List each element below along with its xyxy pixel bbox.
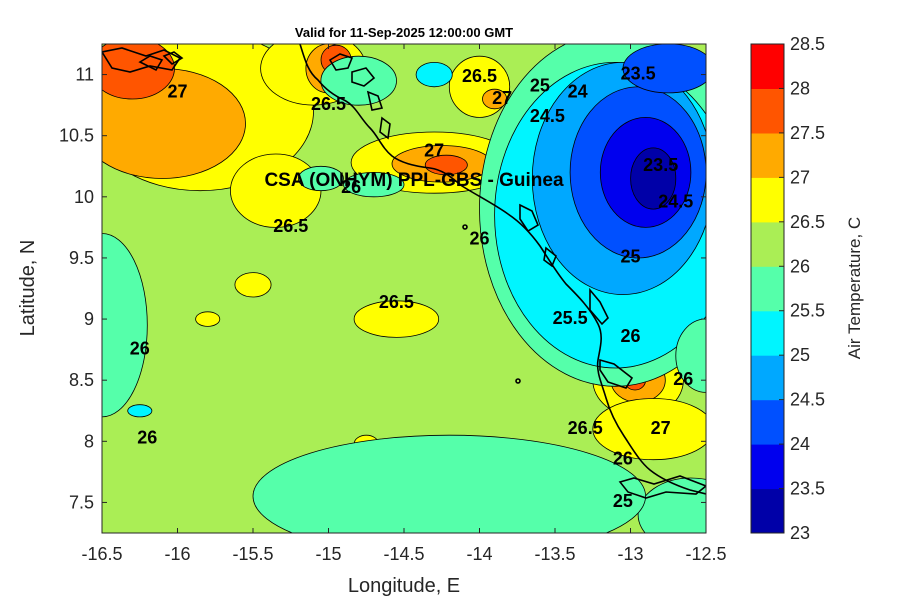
x-tick-label-8: -12.5 [685, 544, 726, 564]
colorbar-swatch-1 [751, 444, 784, 490]
contour-label-1: 26.5 [311, 94, 346, 114]
contour-region-36 [252, 434, 646, 533]
coastline [102, 44, 706, 499]
contour-label-19: 26 [613, 448, 633, 468]
y-axis-label: Latitude, N [17, 240, 39, 337]
y-tick-label-3: 9 [84, 309, 94, 329]
contour-label-11: 23.5 [643, 155, 678, 175]
x-tick-label-2: -15.5 [232, 544, 273, 564]
contour-label-21: 26.5 [379, 292, 414, 312]
contour-label-15: 26 [620, 326, 640, 346]
contour-region-20 [592, 398, 706, 461]
contour-region-14 [195, 311, 221, 327]
contour-label-0: 27 [167, 82, 187, 102]
y-axis-ticks: 7.5 8 8.5 9 9.5 10 10.5 11 [59, 65, 706, 512]
x-axis-ticks: -16.5 -16 -15.5 -15 -14.5 -14 -13.5 -13 -12.5 [81, 44, 727, 564]
colorbar-swatch-7 [751, 177, 784, 223]
contour-region-29 [637, 477, 706, 533]
contour-label-17: 27 [651, 418, 671, 438]
colorbar-tick-label-3: 24.5 [790, 390, 825, 410]
x-tick-label-7: -13 [617, 544, 643, 564]
colorbar-swatch-0 [751, 488, 784, 534]
contour-region-30 [320, 55, 397, 106]
y-tick-label-0: 7.5 [69, 492, 94, 512]
contour-label-6: 26 [469, 228, 489, 248]
colorbar-tick-label-10: 28 [790, 78, 810, 98]
contour-region-32 [297, 165, 344, 192]
y-tick-label-1: 8 [84, 431, 94, 451]
x-tick-label-6: -13.5 [534, 544, 575, 564]
colorbar-swatch-8 [751, 132, 784, 178]
y-tick-label-4: 9.5 [69, 248, 94, 268]
annotation-text: CSA (ONHYM) PPL-GBS - Guinea [264, 170, 564, 191]
x-tick-label-5: -14 [466, 544, 492, 564]
colorbar-tick-label-7: 26.5 [790, 212, 825, 232]
contour-region-33 [343, 172, 405, 198]
contour-label-16: 26 [673, 369, 693, 389]
contour-label-3: 26.5 [273, 216, 308, 236]
contour-region-31 [415, 61, 453, 88]
y-tick-label-2: 8.5 [69, 370, 94, 390]
contour-label-5: 27 [492, 88, 512, 108]
colorbar-tick-label-1: 23.5 [790, 479, 825, 499]
colorbar-tick-label-0: 23 [790, 523, 810, 543]
contour-label-13: 25 [620, 247, 640, 267]
contour-label-4: 26.5 [462, 66, 497, 86]
contour-label-18: 26.5 [568, 418, 603, 438]
colorbar-swatch-5 [751, 266, 784, 312]
x-tick-label-0: -16.5 [81, 544, 122, 564]
contour-region-12 [353, 300, 440, 338]
chart-title: Valid for 11-Sep-2025 12:00:00 GMT [295, 25, 513, 40]
colorbar-swatch-10 [751, 44, 784, 89]
colorbar-tick-label-4: 25 [790, 345, 810, 365]
contour-label-12: 24.5 [658, 192, 693, 212]
contour-region-26 [630, 147, 677, 210]
contour-labels: 2726.52626.526.527262524.52423.523.524.5… [130, 63, 694, 511]
colorbar-swatch-4 [751, 310, 784, 356]
contour-label-24: 27 [424, 140, 444, 160]
colorbar-tick-label-2: 24 [790, 434, 810, 454]
contour-region-27 [622, 44, 706, 94]
x-tick-label-3: -15 [315, 544, 341, 564]
colorbar-tick-label-8: 27 [790, 167, 810, 187]
contour-label-20: 25 [613, 491, 633, 511]
contour-label-2: 26 [341, 177, 361, 197]
x-tick-label-1: -16 [164, 544, 190, 564]
contour-region-11 [482, 88, 508, 110]
temperature-field-layer [102, 44, 706, 533]
colorbar-swatch-6 [751, 221, 784, 267]
colorbar-tick-label-6: 26 [790, 256, 810, 276]
contour-label-23: 26 [137, 428, 157, 448]
y-tick-label-5: 10 [74, 187, 94, 207]
contour-label-8: 24.5 [530, 106, 565, 126]
contour-label-7: 25 [530, 76, 550, 96]
colorbar-label: Air Temperature, C [845, 217, 864, 359]
contour-label-22: 26 [130, 338, 150, 358]
y-tick-label-7: 11 [75, 65, 94, 85]
colorbar-tick-label-9: 27.5 [790, 123, 825, 143]
colorbar-swatch-3 [751, 355, 784, 401]
colorbar: 23 23.5 24 24.5 25 25.5 26 26.5 27 27.5 28 28.5 [751, 34, 825, 543]
contour-label-10: 23.5 [621, 63, 656, 83]
colorbar-tick-label-11: 28.5 [790, 34, 825, 54]
contour-label-14: 25.5 [553, 308, 588, 328]
contour-region-35 [127, 404, 153, 418]
contour-region-34 [102, 233, 148, 418]
colorbar-tick-label-5: 25.5 [790, 301, 825, 321]
plot-area: 2726.52626.526.527262524.52423.523.524.5… [102, 44, 706, 533]
y-tick-label-6: 10.5 [59, 126, 94, 146]
colorbar-swatch-9 [751, 88, 784, 134]
x-tick-label-4: -14.5 [383, 544, 424, 564]
colorbar-swatch-2 [751, 399, 784, 445]
contour-label-9: 24 [568, 82, 588, 102]
x-axis-label: Longitude, E [348, 575, 460, 597]
contour-region-13 [234, 272, 272, 298]
colorbar-frame [750, 43, 785, 534]
